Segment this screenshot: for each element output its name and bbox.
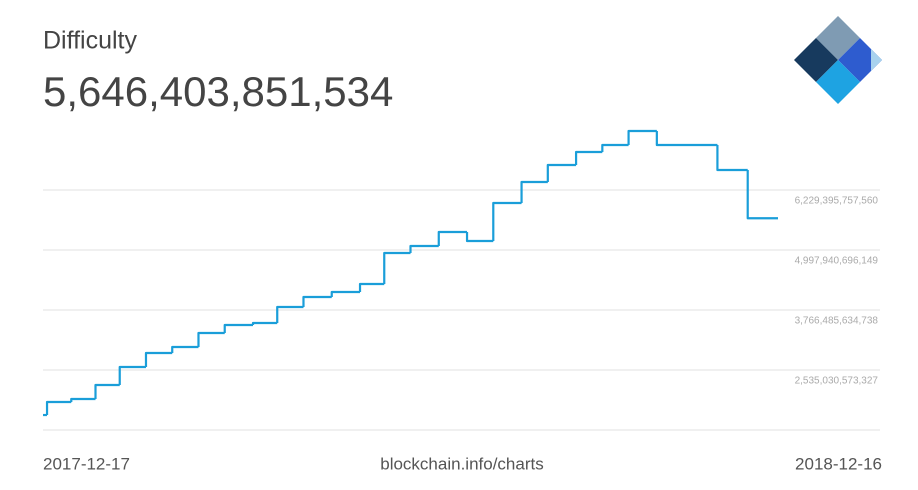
line-step — [144, 351, 173, 367]
y-tick-label: 3,766,485,634,738 — [795, 316, 879, 327]
line-step — [437, 230, 468, 247]
line-step — [383, 251, 411, 285]
line-step — [251, 321, 278, 325]
line-step — [302, 295, 332, 308]
line-step — [520, 180, 548, 203]
y-tick-label: 4,997,940,696,149 — [795, 256, 879, 267]
line-step — [465, 232, 494, 243]
line-step — [70, 397, 96, 403]
line-step — [118, 365, 146, 386]
x-end-label: 2018-12-16 — [795, 454, 882, 473]
line-step — [358, 282, 385, 292]
line-step — [546, 163, 577, 182]
line-step — [94, 383, 120, 399]
source: blockchain.info/charts — [380, 454, 543, 473]
line-step — [492, 201, 522, 241]
y-tick-label: 2,535,030,573,327 — [795, 376, 879, 387]
line-step — [574, 150, 603, 165]
chart-title: Difficulty — [43, 27, 138, 55]
line-step — [276, 305, 304, 323]
line-step — [45, 400, 72, 416]
headline-value: 5,646,403,851,534 — [43, 68, 393, 115]
logo-right-light — [860, 49, 882, 82]
line-step — [746, 169, 778, 220]
logo — [794, 16, 882, 104]
line-step — [171, 345, 199, 353]
y-tick-label: 6,229,395,757,560 — [795, 196, 879, 207]
line-step — [223, 323, 253, 334]
line-step — [716, 144, 748, 172]
x-start-label: 2017-12-17 — [43, 454, 130, 473]
logo-bottom — [816, 60, 860, 104]
line-step — [197, 331, 225, 348]
line-step — [409, 244, 439, 254]
line-step — [655, 131, 718, 147]
line-step — [330, 290, 361, 298]
line-step — [627, 129, 657, 145]
line-step — [601, 143, 629, 153]
